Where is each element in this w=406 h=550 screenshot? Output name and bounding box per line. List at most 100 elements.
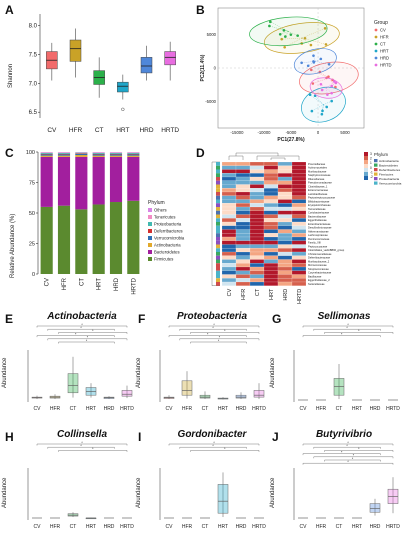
panel-i-sig-star: * <box>213 441 215 445</box>
panel-c-bar-ct-firmicutes <box>75 209 88 274</box>
panel-d-row-label: Akkermansiaceae <box>308 229 329 233</box>
panel-d-cell <box>291 176 307 181</box>
panel-d-cell <box>235 165 251 170</box>
panel-d-cell <box>277 206 293 211</box>
panel-c-ytick-label: 25 <box>29 242 35 248</box>
panel-j-xtick-label: HFR <box>316 524 327 530</box>
panel-j-xtick-label: HRD <box>370 524 381 530</box>
panel-d-legend-label: Actinobacteria <box>379 159 399 163</box>
panel-c-bar-hfr-verrucomicrobia <box>57 154 71 156</box>
panel-g-xtick-label: CV <box>300 406 308 412</box>
panel-d-cell <box>235 278 251 283</box>
panel-d-cell <box>263 244 279 249</box>
panel-b-legend-dot-hrt <box>374 49 378 53</box>
panel-d-row-label: Christensenellaceae <box>308 252 332 256</box>
panel-h-xtick-label: CV <box>34 524 42 530</box>
panel-b-legend-label: HRD <box>380 56 389 61</box>
panel-d-cell <box>291 270 307 275</box>
panel-c-xtick-label: HRD <box>114 277 120 291</box>
panel-e-xtick-label: HRD <box>104 406 115 412</box>
panel-d-cell <box>263 281 279 286</box>
panel-d-cell <box>263 165 279 170</box>
panel-d-cell <box>235 244 251 249</box>
panel-d-row-label: Clostridiaceae_1 <box>308 184 328 188</box>
panel-c-bar-ct-proteobacteria <box>75 152 88 154</box>
panel-d-cell <box>249 225 265 230</box>
panel-d-col-label: HRTD <box>297 289 303 304</box>
panel-b-point-ct <box>284 35 287 38</box>
panel-d-cell <box>291 165 307 170</box>
panel-c-legend-swatch-bacteroidetes <box>148 250 152 254</box>
panel-d-row-label: Prevotellaceae <box>308 162 326 166</box>
panel-d-row-label: Micrococcaceae <box>308 263 327 267</box>
panel-d-cell <box>263 206 279 211</box>
panel-d-cell <box>291 214 307 219</box>
panel-d-cell <box>277 184 293 189</box>
panel-d-cell <box>249 281 265 286</box>
panel-d-cell <box>277 263 293 268</box>
panel-c-bar-hfr-firmicutes <box>57 205 71 274</box>
panel-d-cell <box>235 191 251 196</box>
panel-a-xtick-label: HFR <box>69 127 83 134</box>
panel-c-bar-cv-firmicutes <box>40 206 53 274</box>
panel-d-legend-title: Phylum <box>374 152 388 157</box>
panel-d-row-label: Clostridiales_vadinBB60_group <box>308 248 345 252</box>
panel-a-box-hrd <box>140 57 153 74</box>
panel-b-spoke <box>280 31 289 35</box>
panel-d-legend-swatch-bacteroidetes <box>374 163 378 167</box>
panel-d-row-phylum <box>216 282 220 286</box>
panel-b-spoke <box>269 25 289 32</box>
panel-f-box-hrd <box>235 394 247 399</box>
panel-g-sig-star: * <box>358 329 360 333</box>
panel-d-legend-label: Deferribacteres <box>379 168 401 172</box>
panel-d-row-label: Erysipelotrichaceae <box>308 203 331 207</box>
panel-j-xtick-label: CV <box>300 524 308 530</box>
panel-c-legend-label: Deferribacteres <box>154 229 183 234</box>
panel-d-cell <box>221 251 237 256</box>
panel-i-sig-star: * <box>212 444 214 448</box>
panel-b-xtick-label: -10000 <box>257 130 271 135</box>
panel-c-legend-swatch-verrucomicrobia <box>148 236 152 240</box>
panel-d-row-label: Lactobacillaceae <box>308 192 328 196</box>
panel-d-cell <box>291 229 307 234</box>
panel-d-cell <box>249 263 265 268</box>
panel-d-cell <box>235 266 251 271</box>
panel-b-point-cv <box>311 82 315 85</box>
panel-d-cell <box>291 218 307 223</box>
panel-h-ylabel: Abundance <box>2 477 8 508</box>
panel-d-legend-label: Proteobacteria <box>379 177 399 181</box>
panel-d-row-phylum <box>216 218 220 222</box>
panel-d-row-phylum <box>216 267 220 271</box>
panel-b-spoke <box>309 94 324 105</box>
panel-f-boxplot: ******CV HFR CT HRT HRD HRTD <box>159 323 266 412</box>
panel-a-ytick-label: 6.5 <box>29 110 38 116</box>
panel-i-sig-bracket <box>179 447 247 449</box>
panel-d-cell <box>235 240 251 245</box>
panel-d-cell <box>263 214 279 219</box>
panel-c-legend-label: Firmicutes <box>154 257 173 262</box>
panel-d-row-phylum <box>216 207 220 211</box>
panel-j-title: Butyrivibrio <box>315 429 373 440</box>
panel-c-xtick-label: HRTD <box>131 277 137 294</box>
panel-d-cell <box>235 169 251 174</box>
panel-d-row-phylum <box>216 162 220 166</box>
panel-d-row-label: Tannerellaceae <box>308 207 326 211</box>
panel-c-bar-hrtd-verrucomicrobia <box>127 154 140 156</box>
panel-h-xtick-label: HFR <box>50 524 61 530</box>
panel-j-sig-star: * <box>353 454 355 458</box>
panel-d-col-label: HRT <box>269 288 275 300</box>
panel-b-spoke <box>301 37 327 45</box>
panel-d-cell <box>249 255 265 260</box>
panel-d-cell <box>235 225 251 230</box>
panel-d-cell <box>291 180 307 185</box>
panel-e-xtick-label: HRT <box>86 406 96 412</box>
panel-d-row-label: Peptostreptococcaceae <box>308 196 336 200</box>
panel-c-legend-title: Phylum <box>148 200 165 206</box>
panel-b-point-cv <box>334 85 337 89</box>
panel-d-cell <box>249 248 265 253</box>
panel-d-row-label: Rikenellaceae <box>308 177 325 181</box>
panel-b-point-ct <box>278 32 282 36</box>
panel-a-shannon-boxplot: 8.0 7.5 7.0 6.5 CV HFR CT HRT HRD HRTD <box>29 14 179 134</box>
panel-d-cell <box>235 248 251 253</box>
panel-d-row-label: Ruminococcaceae <box>308 237 330 241</box>
